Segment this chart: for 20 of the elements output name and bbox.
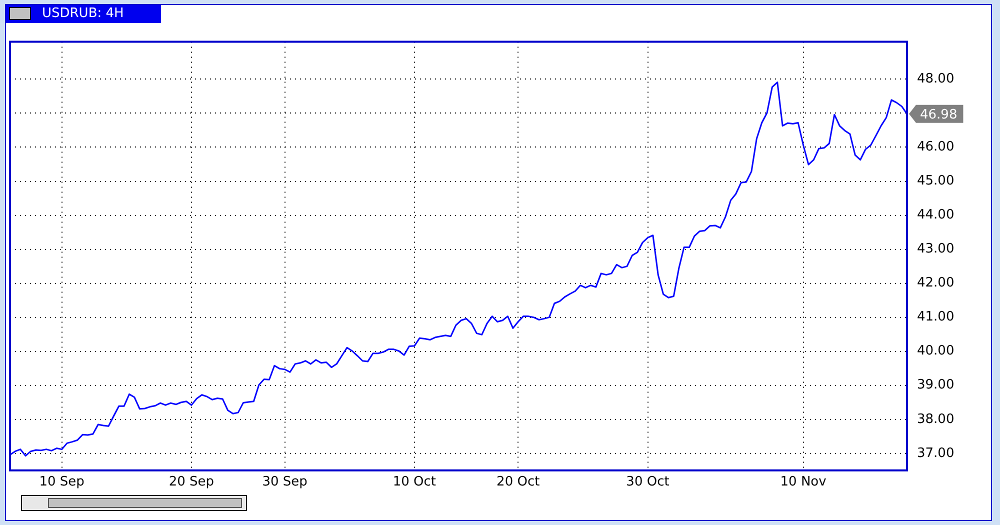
y-tick-label: 43.00 <box>917 242 954 257</box>
y-tick-label: 42.00 <box>917 276 954 291</box>
y-tick-label: 44.00 <box>917 208 954 223</box>
y-tick-label: 40.00 <box>917 344 954 359</box>
x-tick-label: 20 Sep <box>168 474 214 490</box>
y-tick-label: 41.00 <box>917 310 954 325</box>
y-tick-label: 46.00 <box>917 140 954 155</box>
y-tick-label: 45.00 <box>917 174 954 189</box>
x-tick-label: 30 Oct <box>626 474 670 490</box>
text: 46.98 <box>920 107 958 122</box>
y-tick-label: 37.00 <box>917 446 954 461</box>
y-tick-label: 48.00 <box>917 72 954 87</box>
x-tick-label: 10 Oct <box>392 474 436 490</box>
y-tick-label: 39.00 <box>917 378 954 393</box>
y-tick-label: 38.00 <box>917 412 954 427</box>
x-tick-label: 10 Sep <box>39 474 84 490</box>
x-tick-label: 20 Oct <box>496 474 540 490</box>
chart-title: USDRUB: 4H <box>42 6 124 21</box>
x-tick-label: 10 Nov <box>780 474 827 490</box>
x-tick-label: 30 Sep <box>262 474 308 490</box>
